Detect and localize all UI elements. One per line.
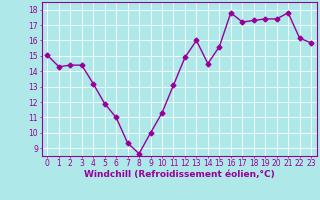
X-axis label: Windchill (Refroidissement éolien,°C): Windchill (Refroidissement éolien,°C): [84, 170, 275, 179]
